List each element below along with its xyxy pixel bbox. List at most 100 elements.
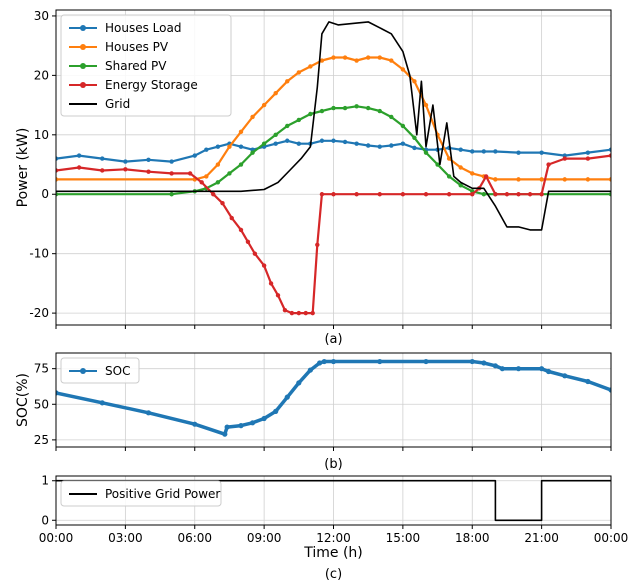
data-point [146,157,151,162]
data-point [446,192,452,197]
data-point [342,105,348,111]
data-point [470,192,475,197]
data-point [527,192,533,197]
data-point [100,156,105,161]
data-point [215,162,221,167]
data-point [76,165,82,170]
panel-label: (a) [324,332,342,347]
data-point [296,117,302,123]
data-point [481,192,487,197]
x-axis-label: Time (h) [303,545,363,561]
data-point [275,293,281,298]
legend-marker [80,368,86,374]
data-point [56,168,59,173]
y-axis-label: SOC(%) [15,373,31,427]
data-point [493,177,498,182]
data-point [435,162,440,167]
data-point [220,200,225,206]
legend: SOC [60,357,140,384]
data-point [377,144,382,149]
y-tick-label: 1 [41,474,49,488]
data-point [319,138,325,143]
data-point [389,114,394,120]
data-point [400,123,406,129]
legend-marker [80,82,86,88]
data-point [470,171,475,176]
data-point [192,153,197,158]
data-point [238,129,244,135]
data-point [458,183,463,188]
grid-power-panel: 00:00 03:00 06:00 09:00 12:00 15:00 18:00 21:00… [39,474,628,582]
shared-pv-line [56,105,611,196]
data-point [123,159,128,164]
x-tick-label: 09:00 [247,531,282,545]
legend-box [60,14,232,117]
y-tick-label: 75 [34,362,49,376]
data-point [250,114,255,120]
y-tick-label: -10 [29,247,49,261]
x-tick-label: 15:00 [386,531,421,545]
data-point [261,102,267,108]
data-point [238,423,244,429]
data-point [423,150,429,155]
data-point [99,400,105,406]
data-point [303,310,308,316]
data-point [608,153,611,158]
legend-marker [80,63,86,69]
data-point [423,102,429,108]
data-point [123,167,128,172]
data-point [285,138,290,143]
data-point [222,431,228,437]
data-point [296,310,302,316]
data-point [400,141,406,146]
data-point [238,144,244,149]
data-point [238,162,244,167]
data-point [284,394,290,400]
data-point [250,150,255,155]
data-point [562,177,567,182]
y-tick-label: 0 [41,513,49,527]
data-point [412,135,417,140]
data-point [515,366,522,372]
data-point [169,159,174,164]
legend-label: Shared PV [105,59,167,73]
positive-grid-power-line [56,479,611,522]
data-point [56,192,59,197]
data-point [446,156,452,161]
data-point [546,162,551,167]
data-point [516,150,521,155]
data-point [504,192,510,197]
x-tick-label: 00:00 [594,531,628,545]
data-point [481,360,487,366]
data-point [539,177,544,182]
data-point [315,242,320,247]
series-group [56,21,611,316]
x-tick-label: 00:00 [39,531,74,545]
data-point [493,149,498,154]
y-tick-label: -20 [29,306,49,320]
data-point [169,171,174,176]
data-point [545,368,552,375]
panel-label: (b) [324,457,342,472]
grid-line [56,21,611,231]
data-point [204,174,209,179]
series-group [56,479,611,522]
data-point [389,58,394,63]
data-point [389,143,394,148]
data-point [377,55,382,60]
data-point [342,139,348,145]
data-point [224,424,230,430]
data-point [319,192,325,197]
data-point [261,141,267,146]
data-point [227,144,232,149]
data-point [585,156,591,161]
data-point [365,143,371,148]
data-point [342,55,348,60]
data-point [412,145,417,151]
data-point [215,144,221,149]
data-point [261,263,267,268]
data-point [285,79,290,84]
data-point [261,415,267,422]
x-tick-label: 03:00 [108,531,143,545]
